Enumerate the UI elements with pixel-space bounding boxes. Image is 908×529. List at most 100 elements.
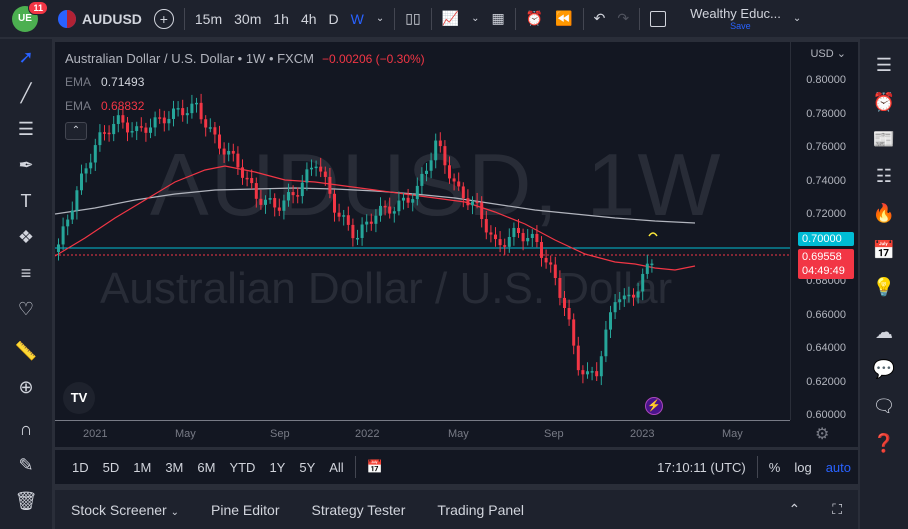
fib-tool[interactable]: ☰ xyxy=(0,111,52,147)
calendar-button[interactable]: 📅 xyxy=(860,232,908,269)
collapse-panel-button[interactable]: ⌃ xyxy=(772,501,816,518)
help-button[interactable]: ❓ xyxy=(860,425,908,462)
divider xyxy=(582,7,584,30)
alarm-clock-icon: ⏰ xyxy=(872,92,896,112)
redo-button[interactable]: ↷ xyxy=(611,0,635,38)
timeframe-15m[interactable]: 15m xyxy=(194,10,223,27)
heart-icon: ♡ xyxy=(17,298,35,319)
maximize-panel-button[interactable]: ⛶ xyxy=(816,501,858,518)
pencil-lock-icon: ✎ xyxy=(18,454,34,475)
lightning-event-icon[interactable]: ⚡ xyxy=(645,397,663,415)
ema-legend-1[interactable]: EMA 0.71493 xyxy=(65,75,145,89)
undo-button[interactable]: ↶ xyxy=(588,0,612,38)
range-ytd[interactable]: YTD xyxy=(229,459,256,475)
magnet-tool[interactable]: ∩ xyxy=(0,411,52,447)
range-1y[interactable]: 1Y xyxy=(269,459,286,475)
brush-tool[interactable]: ✒ xyxy=(0,147,52,183)
tab-trading-panel[interactable]: Trading Panel xyxy=(437,501,525,518)
percent-toggle[interactable]: % xyxy=(768,459,781,475)
collapse-legend-button[interactable]: ⌃ xyxy=(65,122,87,140)
alerts-button[interactable]: ⏰ xyxy=(860,84,908,121)
timeframe-1h[interactable]: 1h xyxy=(273,10,289,27)
save-link[interactable]: Save xyxy=(730,21,751,31)
log-toggle[interactable]: log xyxy=(794,459,812,475)
indicators-button[interactable]: 📈 xyxy=(436,0,465,38)
replay-button[interactable]: ⏪ xyxy=(549,0,578,38)
text-tool[interactable]: T xyxy=(0,183,52,219)
tab-pine-editor[interactable]: Pine Editor xyxy=(211,501,280,518)
range-6m[interactable]: 6M xyxy=(197,459,216,475)
watermark-name: Australian Dollar / U.S. Dollar xyxy=(100,264,673,313)
range-3m[interactable]: 3M xyxy=(165,459,184,475)
timeframe-dropdown[interactable]: ⌄ xyxy=(370,0,390,38)
lightbulb-icon: 💡 xyxy=(872,277,896,297)
divider xyxy=(183,7,185,30)
streams-button[interactable]: ☁ xyxy=(860,314,908,351)
symbol-search[interactable]: AUDUSD xyxy=(52,0,148,38)
prediction-icon: ≡ xyxy=(20,262,32,283)
bottom-panel-tabs: Stock Screener ⌄ Pine Editor Strategy Te… xyxy=(55,490,858,529)
goto-date-button[interactable]: 📅 xyxy=(360,459,390,475)
trash-icon: 🗑 xyxy=(14,490,38,511)
chart-plot[interactable]: AUDUSD, 1W Australian Dollar / U.S. Doll… xyxy=(55,42,790,420)
range-1m[interactable]: 1M xyxy=(133,459,152,475)
lock-drawings-tool[interactable]: ✎ xyxy=(0,447,52,483)
chevron-down-icon: ⌄ xyxy=(375,13,385,24)
range-1d[interactable]: 1D xyxy=(72,459,89,475)
data-window-button[interactable]: ☷ xyxy=(860,158,908,195)
ema-legend-2[interactable]: EMA 0.68832 xyxy=(65,99,145,113)
gear-icon: ⚙ xyxy=(815,426,830,443)
remove-drawings-tool[interactable]: 🗑 xyxy=(0,483,52,519)
timeframe-30m[interactable]: 30m xyxy=(234,10,262,27)
icons-tool[interactable]: ♡ xyxy=(0,291,52,327)
layout-dropdown[interactable]: ⌄ xyxy=(787,0,807,38)
timeframe-w[interactable]: W xyxy=(350,10,364,27)
range-all[interactable]: All xyxy=(329,459,344,475)
tab-stock-screener[interactable]: Stock Screener ⌄ xyxy=(71,501,179,518)
currency-selector[interactable]: USD ⌄ xyxy=(810,48,846,60)
list-icon: ☰ xyxy=(875,55,893,75)
range-5y[interactable]: 5Y xyxy=(299,459,316,475)
pattern-tool[interactable]: ❖ xyxy=(0,219,52,255)
layout-toggle[interactable] xyxy=(644,0,672,38)
rewind-icon: ⏪ xyxy=(555,10,573,26)
zoom-tool[interactable]: ⊕ xyxy=(0,369,52,405)
alert-button[interactable]: ⏰ xyxy=(520,0,549,38)
chart-type-button[interactable]: ▯▯ xyxy=(399,0,426,38)
time-axis[interactable]: 2021 May Sep 2022 May Sep 2023 May xyxy=(55,420,790,447)
layout-name[interactable]: Wealthy Educ... Save xyxy=(690,6,781,31)
compare-button[interactable]: + xyxy=(148,0,180,38)
cursor-tool[interactable]: ➚ xyxy=(0,39,52,75)
chart-settings-button[interactable]: ⚙ xyxy=(815,424,829,444)
news-button[interactable]: 📰 xyxy=(860,121,908,158)
watchlist-button[interactable]: ☰ xyxy=(860,47,908,84)
price-change: −0.00206 (−0.30%) xyxy=(321,52,425,66)
user-avatar[interactable]: UE 11 xyxy=(12,0,48,32)
hline-price-tag: 0.70000 xyxy=(798,232,854,246)
utc-clock[interactable]: 17:10:11 (UTC) xyxy=(657,459,746,475)
tab-strategy-tester[interactable]: Strategy Tester xyxy=(311,501,406,518)
divider xyxy=(756,456,758,478)
chevron-down-icon: ⌄ xyxy=(792,13,802,24)
timeframe-4h[interactable]: 4h xyxy=(300,10,317,27)
prediction-tool[interactable]: ≡ xyxy=(0,255,52,291)
cloud-icon: ☁ xyxy=(875,322,893,342)
ideas-button[interactable]: 💡 xyxy=(860,269,908,306)
templates-button[interactable]: ▦ xyxy=(486,0,511,38)
indicators-dropdown[interactable]: ⌄ xyxy=(465,0,485,38)
measure-tool[interactable]: 📏 xyxy=(0,333,52,369)
timeframe-d[interactable]: D xyxy=(328,10,339,27)
price-axis[interactable]: USD ⌄ 0.80000 0.78000 0.76000 0.74000 0.… xyxy=(790,42,858,421)
alarm-icon: ⏰ xyxy=(525,10,544,26)
trendline-tool[interactable]: ╱ xyxy=(0,75,52,111)
messages-button[interactable]: 🗨 xyxy=(860,388,908,425)
candles-icon: ▯▯ xyxy=(405,10,421,26)
indicators-icon: 📈 xyxy=(441,10,460,26)
auto-toggle[interactable]: auto xyxy=(825,459,851,475)
range-5d[interactable]: 5D xyxy=(102,459,120,475)
chart-area[interactable]: AUDUSD, 1W Australian Dollar / U.S. Doll… xyxy=(55,42,858,447)
hotlists-button[interactable]: 🔥 xyxy=(860,195,908,232)
cursor-icon: ➚ xyxy=(18,46,34,67)
tradingview-logo[interactable]: TV xyxy=(63,382,95,414)
chats-button[interactable]: 💬 xyxy=(860,351,908,388)
